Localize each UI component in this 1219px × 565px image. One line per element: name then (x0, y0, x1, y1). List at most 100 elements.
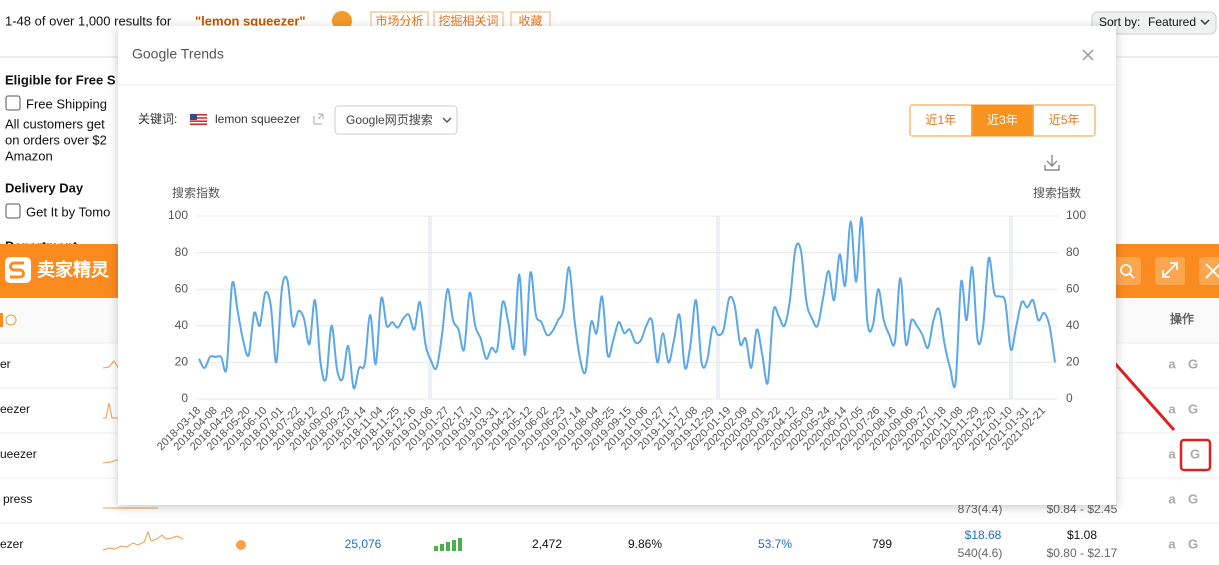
status-dot (236, 540, 246, 550)
sidebar: Eligible for Free S Free Shipping All cu… (5, 72, 116, 253)
google-action[interactable]: G (1188, 401, 1198, 416)
row-price-range: $0.84 - $2.45 (1047, 502, 1118, 516)
row-products: 2,472 (532, 537, 562, 551)
row-price: $18.68 (965, 528, 1002, 542)
y-tick-label: 20 (175, 355, 189, 369)
row-actions: a G a G a G a G a G (1168, 356, 1200, 551)
sort-value: Featured (1148, 15, 1196, 29)
y2-tick-label: 20 (1066, 355, 1080, 369)
chevron (442, 117, 452, 124)
range-label: 近1年 (925, 113, 956, 127)
sort-dropdown[interactable] (1091, 11, 1217, 35)
google-action[interactable]: G (1190, 446, 1200, 461)
row-keyword: ezer (0, 537, 23, 551)
filter-note: on orders over $2 (5, 132, 107, 147)
close-button[interactable] (1199, 257, 1219, 285)
range-switch: 近1年 近3年 近5年 (909, 104, 1096, 137)
google-action[interactable]: G (1188, 356, 1198, 371)
signal-bar (458, 538, 462, 551)
year-band (716, 216, 720, 399)
highlight-box (1179, 438, 1212, 472)
row-keyword: er (0, 357, 11, 371)
column-header: 操作 (1170, 311, 1194, 326)
close-icon (1205, 263, 1219, 279)
year-band (1009, 216, 1013, 399)
expand-icon (1162, 262, 1178, 278)
y2-tick-label: 60 (1066, 281, 1080, 295)
range-button[interactable] (1033, 105, 1095, 136)
row-reviews: 873(4.4) (958, 502, 1003, 516)
brand-logo-mark (9, 261, 25, 279)
range-button[interactable] (910, 105, 972, 136)
keyword: lemon squeezer (215, 112, 300, 126)
signal-bar (434, 546, 438, 551)
y-tick-label: 40 (175, 318, 189, 332)
range-label: 近3年 (987, 113, 1018, 127)
amazon-action[interactable]: a (1168, 356, 1176, 371)
amazon-action[interactable]: a (1168, 401, 1176, 416)
row-search-volume: 25,076 (345, 537, 382, 551)
results-prefix: 1-48 of over 1,000 results for (5, 13, 172, 28)
toolbar-label: 挖掘相关词 (438, 13, 498, 28)
chevron (1200, 19, 1210, 26)
row-count: 799 (872, 537, 892, 551)
amazon-action[interactable]: a (1168, 536, 1176, 551)
trends-modal: Google Trends 关键词: lemon squeezer Google… (118, 26, 1116, 505)
toolbar-label: 收藏 (518, 14, 542, 28)
help-icon (5, 314, 17, 326)
modal-title: Google Trends (132, 46, 224, 62)
y-axis-title: 搜索指数 (172, 185, 220, 200)
trend-line (198, 216, 1056, 390)
range-button[interactable] (972, 105, 1033, 136)
signal-bar (452, 540, 456, 551)
google-action[interactable]: G (1188, 491, 1198, 506)
download-icon[interactable] (1044, 155, 1060, 171)
row-keyword: ueezer (0, 447, 37, 461)
amazon-action[interactable]: a (1168, 491, 1176, 506)
row-keyword: press (3, 492, 32, 506)
y-tick-label: 0 (181, 391, 188, 405)
year-band (428, 216, 432, 399)
y-axis-title: 搜索指数 (1033, 185, 1081, 200)
row-keyword: eezer (0, 402, 30, 416)
search-button[interactable] (1113, 257, 1141, 285)
row-ratio: 9.86% (628, 537, 662, 551)
signal-bar (440, 544, 444, 551)
y2-tick-label: 0 (1066, 391, 1073, 405)
google-action[interactable]: G (1188, 536, 1198, 551)
row-share: 53.7% (758, 537, 792, 551)
y2-tick-label: 100 (1066, 208, 1086, 222)
keyword-label: 关键词: (138, 112, 177, 126)
y-tick-label: 100 (168, 208, 188, 222)
sort-label: Sort by: (1099, 15, 1140, 29)
column-marker (0, 313, 3, 327)
filter-note: All customers get (5, 116, 105, 131)
flag-icon (189, 113, 208, 126)
search-icon (1120, 264, 1132, 276)
query: "lemon squeezer" (195, 13, 306, 28)
filter-note: Amazon (5, 148, 53, 163)
row-fee: $1.08 (1067, 528, 1097, 542)
signal-bar (446, 542, 450, 551)
y2-tick-label: 40 (1066, 318, 1080, 332)
filter-heading: Eligible for Free S (5, 72, 116, 87)
y-tick-label: 80 (175, 245, 189, 259)
filter-option: Get It by Tomo (26, 204, 110, 219)
sparkline (102, 530, 184, 551)
checkbox[interactable] (5, 95, 21, 111)
range-label: 近5年 (1049, 113, 1080, 127)
y-tick-label: 60 (175, 281, 189, 295)
filter-option: Free Shipping (26, 96, 107, 111)
search-type-select[interactable] (334, 105, 458, 135)
row-price-range: $0.80 - $2.17 (1047, 546, 1118, 560)
filter-heading: Delivery Day (5, 180, 84, 195)
amazon-action[interactable]: a (1168, 446, 1176, 461)
checkbox[interactable] (5, 203, 21, 219)
link-icon[interactable] (313, 113, 324, 125)
y2-tick-label: 80 (1066, 245, 1080, 259)
toolbar-label: 市场分析 (375, 13, 423, 28)
search-type: Google网页搜索 (346, 112, 433, 127)
modal-close[interactable] (1082, 49, 1094, 61)
